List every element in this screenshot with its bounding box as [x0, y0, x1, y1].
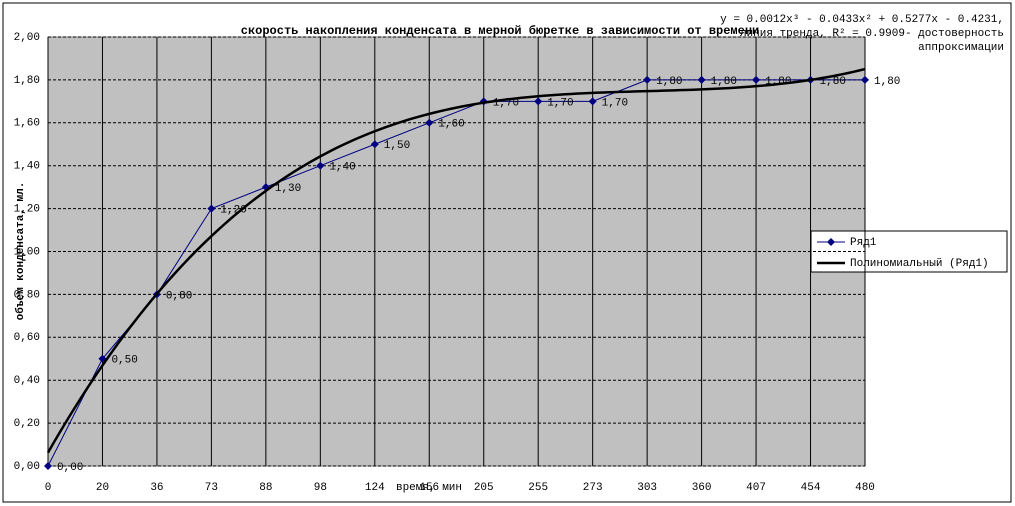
data-label: 1,70 [602, 97, 628, 109]
data-label: 1,60 [438, 119, 464, 131]
data-point [861, 75, 869, 84]
data-point [207, 204, 216, 213]
series-line [47, 79, 865, 467]
x-tick-label: 88 [259, 482, 272, 494]
legend-label: Полиномиальный (Ряд1) [850, 258, 989, 270]
y-tick-label: 0,40 [14, 375, 40, 387]
data-label: 0,50 [111, 355, 137, 367]
y-tick-label: 2,00 [14, 32, 40, 44]
y-tick-label: 1,80 [14, 75, 40, 87]
data-point [44, 462, 52, 470]
x-tick-label: 454 [801, 482, 821, 494]
data-label: 1,30 [275, 183, 301, 195]
y-tick-label: 1,60 [14, 118, 40, 130]
legend-marker [827, 238, 835, 246]
trend-annotation: аппроксимации [918, 42, 1004, 54]
data-point [316, 161, 325, 170]
data-label: 1,80 [820, 76, 846, 88]
y-tick-label: 0,80 [14, 289, 40, 301]
x-tick-label: 156 [419, 482, 439, 494]
x-tick-label: 303 [637, 482, 657, 494]
data-point [534, 97, 543, 106]
data-point [697, 75, 706, 84]
chart-title: скорость накопления конденсата в мерной … [241, 23, 759, 38]
y-tick-label: 1,20 [14, 204, 40, 216]
trendline [46, 67, 866, 454]
data-label: 0,00 [57, 462, 83, 474]
y-tick-label: 0,20 [14, 418, 40, 430]
y-tick-label: 0,00 [14, 461, 40, 473]
legend-label: Ряд1 [850, 237, 877, 249]
x-tick-label: 36 [150, 482, 163, 494]
data-point [370, 140, 379, 149]
x-tick-label: 0 [45, 482, 52, 494]
data-label: 1,80 [874, 76, 900, 88]
data-label: 1,20 [220, 205, 246, 217]
y-tick-label: 1,00 [14, 246, 40, 258]
data-label: 1,70 [547, 97, 573, 109]
x-tick-label: 20 [96, 482, 109, 494]
x-tick-label: 124 [365, 482, 385, 494]
data-label: 0,80 [166, 290, 192, 302]
x-tick-label: 407 [746, 482, 766, 494]
x-tick-label: 98 [314, 482, 327, 494]
data-point [425, 118, 434, 127]
x-tick-label: 273 [583, 482, 603, 494]
data-label: 1,40 [329, 162, 355, 174]
data-label: 1,50 [384, 140, 410, 152]
y-axis-label: объем конденсата, мл. [14, 182, 27, 321]
trend-annotation: линия тренда, R² = 0.9909- достоверность [740, 28, 1004, 40]
data-point [643, 75, 652, 84]
x-tick-label: 480 [855, 482, 875, 494]
x-tick-label: 205 [474, 482, 494, 494]
trend-annotation: y = 0.0012x³ - 0.0433x² + 0.5277x - 0.42… [720, 14, 1004, 26]
data-label: 1,80 [711, 76, 737, 88]
y-tick-label: 1,40 [14, 161, 40, 173]
x-tick-label: 73 [205, 482, 218, 494]
data-point [588, 97, 597, 106]
y-tick-label: 0,60 [14, 332, 40, 344]
x-axis-label: время, мин [396, 482, 462, 494]
data-point [752, 75, 761, 84]
x-tick-label: 360 [692, 482, 712, 494]
x-tick-label: 255 [528, 482, 548, 494]
data-label: 1,80 [656, 76, 682, 88]
